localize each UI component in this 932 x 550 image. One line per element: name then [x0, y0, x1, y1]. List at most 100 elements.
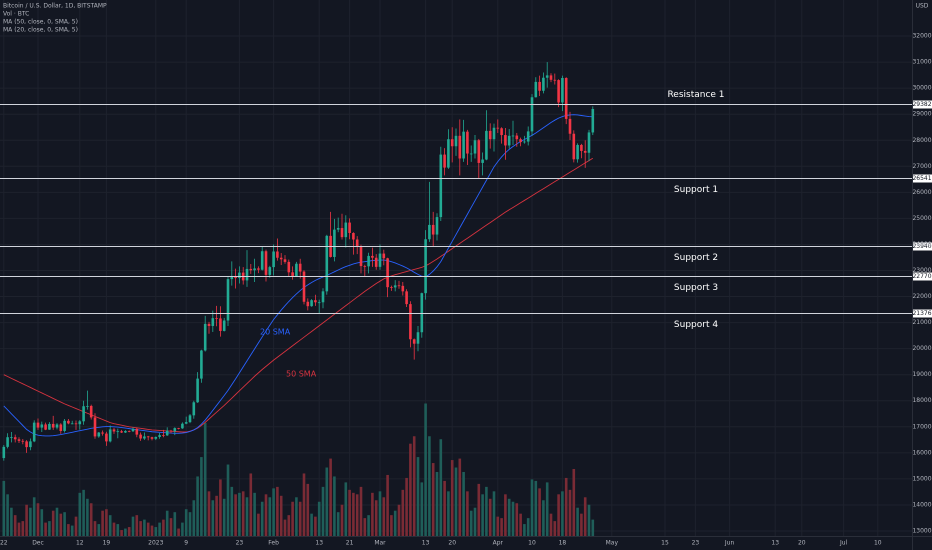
- x-tick-label: 13: [315, 540, 323, 547]
- candle-body: [397, 285, 401, 287]
- x-tick-label: Jun: [724, 540, 735, 547]
- candle-body: [169, 430, 173, 432]
- volume-bar: [238, 492, 241, 536]
- candle-body: [219, 318, 222, 331]
- volume-bar: [306, 483, 310, 536]
- y-tick-label: 21000: [912, 319, 931, 326]
- volume-bar: [260, 501, 264, 536]
- volume-bar: [549, 513, 553, 536]
- candle-body: [295, 263, 298, 277]
- candle-body: [162, 435, 165, 436]
- volume-bar: [257, 513, 260, 536]
- x-tick-label: 13: [771, 540, 779, 547]
- candle-body: [568, 118, 572, 134]
- volume-bar: [428, 436, 431, 536]
- candle-body: [257, 268, 260, 270]
- volume-bar: [466, 491, 469, 536]
- candle-body: [458, 135, 462, 159]
- volume-bar: [272, 488, 275, 536]
- volume-bar: [287, 515, 291, 536]
- candle-body: [523, 141, 526, 143]
- volume-bar: [177, 528, 180, 536]
- volume-bar: [450, 460, 454, 536]
- volume-bar: [340, 504, 344, 536]
- volume-bar: [51, 510, 55, 536]
- candle-body: [572, 133, 576, 160]
- volume-bar: [127, 527, 131, 536]
- indicator-annotation: 20 SMA: [260, 328, 291, 337]
- y-tick-label: 16000: [912, 449, 931, 456]
- x-tick-label: 18: [559, 540, 567, 547]
- candle-body: [207, 323, 211, 326]
- candle-body: [116, 431, 120, 433]
- y-tick-label: 20000: [912, 345, 931, 352]
- volume-bar: [568, 489, 572, 536]
- volume-bar: [196, 476, 199, 536]
- candle-body: [51, 423, 55, 428]
- level-label: Resistance 1: [667, 90, 724, 100]
- volume-bar: [401, 489, 405, 536]
- candle-body: [469, 153, 473, 155]
- candle-body: [89, 405, 93, 418]
- volume-bar: [526, 518, 530, 536]
- x-tick-label: 15: [661, 540, 669, 547]
- candle-body: [253, 268, 256, 271]
- volume-bar: [412, 436, 416, 536]
- candle-body: [515, 135, 519, 140]
- volume-bar: [219, 479, 222, 536]
- volume-bar: [120, 530, 123, 536]
- indicator-legend: MA (20, close, 0, SMA, 5): [3, 27, 78, 34]
- volume-bar: [169, 518, 173, 536]
- candle-body: [211, 318, 215, 326]
- candle-body: [283, 259, 287, 262]
- candle-body: [367, 255, 370, 267]
- level-price-box: [913, 242, 932, 251]
- candle-body: [55, 424, 59, 428]
- x-tick-label: 21: [346, 540, 354, 547]
- candle-body: [519, 139, 522, 143]
- candle-body: [67, 420, 70, 424]
- volume-bar: [78, 492, 82, 536]
- volume-bar: [59, 513, 63, 536]
- candle-body: [203, 323, 207, 351]
- volume-bar: [188, 512, 192, 536]
- volume-bar: [105, 509, 108, 536]
- candle-body: [374, 257, 378, 267]
- volume-bar: [291, 501, 294, 536]
- x-tick-label: 22: [0, 540, 8, 547]
- y-tick-label: 13000: [912, 527, 931, 534]
- candle-body: [561, 77, 564, 103]
- candle-body: [112, 429, 116, 432]
- candle-body: [105, 433, 108, 442]
- volume-bar: [587, 504, 591, 536]
- volume-bar: [6, 494, 9, 536]
- candle-body: [36, 422, 40, 428]
- y-tick-label: 30000: [912, 85, 931, 92]
- volume-bar: [523, 524, 526, 536]
- indicator-legend: MA (50, close, 0, SMA, 5): [3, 19, 78, 26]
- candle-body: [291, 272, 294, 277]
- candle-body: [409, 304, 412, 340]
- volume-bar: [135, 515, 139, 536]
- candle-body: [6, 437, 9, 447]
- candle-body: [496, 127, 500, 129]
- y-tick-label: 24000: [912, 241, 931, 248]
- volume-bar: [374, 500, 378, 536]
- candle-body: [234, 276, 237, 279]
- candle-body: [215, 318, 218, 319]
- levels: Resistance 1 29382 Support 1 26541 Support 2…: [0, 90, 932, 330]
- volume-bar: [572, 469, 576, 536]
- candle-body: [557, 80, 560, 103]
- volume-bar: [200, 457, 203, 536]
- x-tick-label: 20: [448, 540, 456, 547]
- level-price-box: [913, 174, 932, 183]
- candle-body: [25, 441, 28, 448]
- volume-bar: [70, 525, 74, 536]
- moving-average-line: [3, 114, 593, 437]
- x-tick-label: 23: [236, 540, 244, 547]
- volume-bar: [500, 518, 503, 536]
- volume-bar: [454, 467, 458, 536]
- volume-bar: [519, 513, 522, 536]
- volume-bar: [473, 507, 477, 536]
- volume-bar: [112, 522, 116, 536]
